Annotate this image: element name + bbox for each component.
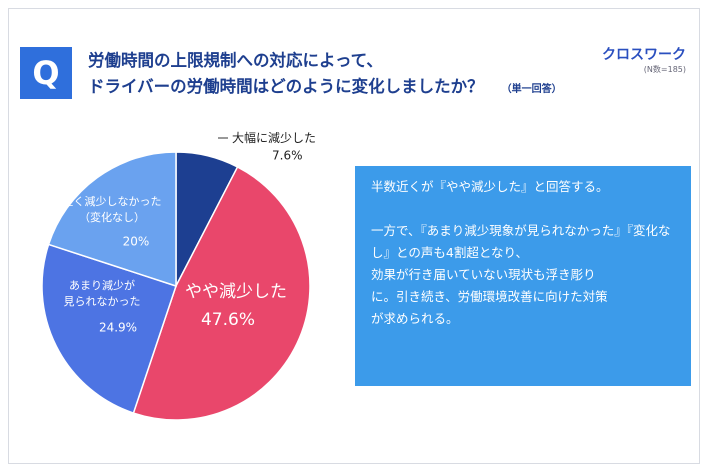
answer-type: （単一回答） <box>501 84 562 95</box>
note-line: に。引き続き、労働環境改善に向けた対策 <box>371 289 608 304</box>
slice-label: やや減少した <box>185 282 287 302</box>
sample-size: (N数=185) <box>643 65 686 74</box>
slice-label-line: あまり減少が <box>69 278 135 292</box>
pie-slice <box>47 151 177 288</box>
note-paragraph: 半数近くが『やや減少した』と回答する。 <box>371 176 675 198</box>
title-line: ドライバーの労働時間はどのように変化しましたか？ （単一回答） <box>88 74 562 103</box>
logo-text: クロスワーク <box>602 47 686 63</box>
note-line: が求められる。 <box>371 311 459 326</box>
pie-slice <box>132 165 311 421</box>
value-label: 47.6% <box>201 310 255 330</box>
note-box: 半数近くが『やや減少した』と回答する。一方で、『あまり減少現象が見られなかった』… <box>355 166 691 386</box>
value-label: 20% <box>123 235 150 249</box>
slice-label-line: （変化なし） <box>79 210 145 224</box>
slice-label-line: 見られなかった <box>64 295 141 308</box>
note-line: 半数近くが『やや減少した』と回答する。 <box>371 179 609 194</box>
title: 労働時間の上限規制への対応によって、 ドライバーの労働時間はどのように変化しまし… <box>88 48 562 103</box>
value-label: 24.9% <box>99 321 137 335</box>
value-label: 7.6% <box>272 149 303 163</box>
frame <box>8 8 700 464</box>
note-paragraph: 一方で、『あまり減少現象が見られなかった』『変化なし』との声も4割超となり、効果… <box>371 220 675 330</box>
title-line: ドライバーの労働時間はどのように変化しましたか？ <box>88 77 484 96</box>
slice-label-line: 全く減少しなかった <box>63 194 162 208</box>
title-line: 労働時間の上限規制への対応によって、 <box>88 51 383 70</box>
q-badge: Q <box>20 47 72 99</box>
slice-label-line: 大幅に減少した <box>232 130 316 145</box>
logo: クロスワーク (N数=185) <box>602 44 686 75</box>
note-line: 一方で、『あまり減少現象が見られなかった』『変化なし』との声も4割超となり、 <box>371 223 671 260</box>
note-line: 効果が行き届いていない現状も浮き彫り <box>371 267 596 282</box>
slice-label: あまり減少が見られなかった <box>64 278 141 308</box>
pie-slice <box>41 243 177 415</box>
slice-label: 全く減少しなかった （変化なし） <box>63 194 162 224</box>
slice-label-line: やや減少した <box>185 282 287 302</box>
slice-label: 大幅に減少した <box>232 130 316 145</box>
